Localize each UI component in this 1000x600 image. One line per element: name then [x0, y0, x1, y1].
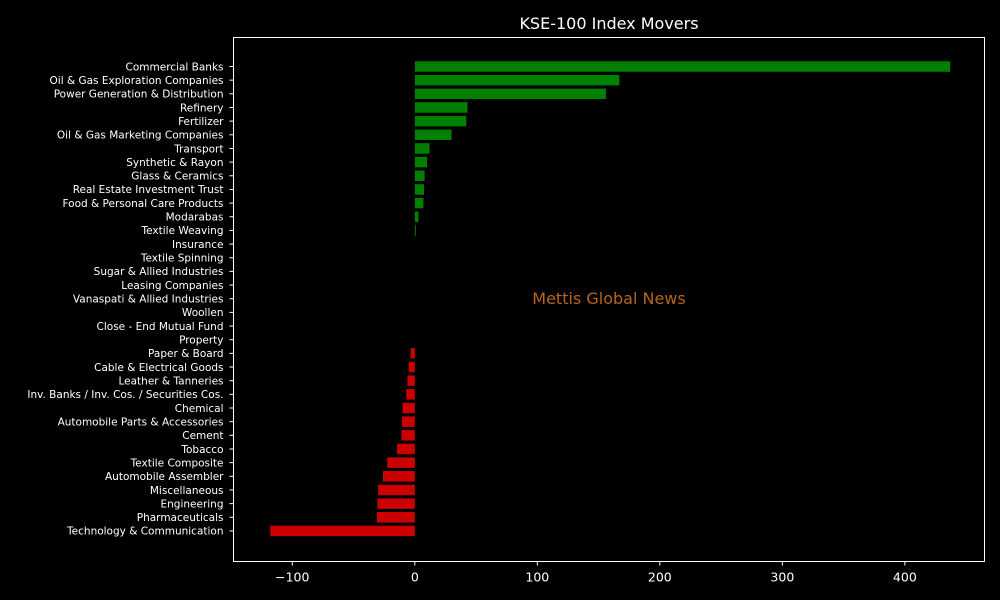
- category-label: Close - End Mutual Fund: [97, 321, 224, 333]
- bar: [410, 348, 415, 359]
- category-label: Oil & Gas Exploration Companies: [50, 75, 224, 87]
- category-label: Automobile Parts & Accessories: [58, 416, 224, 428]
- bar: [377, 498, 415, 509]
- category-label: Glass & Ceramics: [131, 171, 223, 183]
- x-tick-label: 200: [648, 570, 672, 585]
- category-label: Chemical: [175, 403, 224, 415]
- category-label: Textile Weaving: [141, 225, 224, 237]
- x-tick-label: −100: [275, 570, 309, 585]
- category-label: Cable & Electrical Goods: [94, 362, 223, 374]
- category-label: Paper & Board: [148, 348, 223, 360]
- category-label: Textile Composite: [130, 457, 224, 469]
- bar: [414, 129, 452, 141]
- category-label: Miscellaneous: [150, 485, 224, 497]
- category-label: Sugar & Allied Industries: [94, 266, 224, 278]
- bars-group: [270, 61, 951, 537]
- bar: [414, 184, 425, 195]
- category-label: Fertilizer: [178, 116, 224, 128]
- category-label: Insurance: [172, 239, 224, 251]
- category-label: Modarabas: [166, 212, 224, 224]
- bar: [382, 471, 415, 482]
- category-label: Vanaspati & Allied Industries: [73, 294, 224, 306]
- x-tick-label: 0: [411, 570, 419, 585]
- bar: [406, 389, 415, 400]
- bar: [397, 443, 415, 455]
- x-tick-label: 100: [525, 570, 549, 585]
- bar: [402, 402, 415, 414]
- category-label: Technology & Communication: [66, 526, 223, 538]
- bar: [378, 484, 415, 496]
- category-label: Food & Personal Care Products: [62, 198, 223, 210]
- category-label: Inv. Banks / Inv. Cos. / Securities Cos.: [27, 389, 223, 401]
- category-labels: Commercial Banks Oil & Gas Exploration Co…: [27, 61, 224, 537]
- bar: [408, 361, 415, 373]
- x-tick-label: 300: [770, 570, 794, 585]
- category-label: Engineering: [161, 498, 224, 510]
- bar: [387, 457, 415, 468]
- category-label: Leasing Companies: [121, 280, 223, 292]
- bar: [407, 375, 415, 386]
- bar: [414, 74, 620, 86]
- category-label: Woollen: [182, 307, 224, 319]
- category-label: Real Estate Investment Trust: [73, 184, 224, 196]
- bar: [414, 115, 467, 127]
- bar: [414, 211, 419, 223]
- category-label: Commercial Banks: [126, 61, 224, 73]
- watermark: Mettis Global News: [532, 289, 685, 308]
- category-label: Tobacco: [180, 444, 223, 456]
- category-label: Power Generation & Distribution: [54, 89, 224, 101]
- bar: [414, 88, 606, 100]
- category-label: Property: [179, 335, 223, 347]
- bar: [414, 143, 430, 154]
- bar: [270, 525, 415, 537]
- bar: [414, 102, 468, 113]
- category-label: Textile Spinning: [140, 253, 224, 265]
- bar: [414, 156, 428, 168]
- bar: [414, 197, 424, 209]
- y-axis-ticks: [229, 66, 234, 532]
- bar: [376, 512, 415, 523]
- category-label: Pharmaceuticals: [137, 512, 224, 524]
- category-label: Synthetic & Rayon: [126, 157, 223, 169]
- category-label: Cement: [182, 430, 223, 442]
- x-tick-label: 400: [893, 570, 917, 585]
- x-axis-ticks: −100 0 100 200 300 400: [275, 561, 917, 585]
- bar: [414, 61, 951, 72]
- category-label: Leather & Tanneries: [118, 375, 223, 387]
- chart-title: KSE-100 Index Movers: [519, 14, 698, 33]
- plot-frame: [233, 37, 985, 562]
- category-label: Automobile Assembler: [105, 471, 224, 483]
- category-label: Oil & Gas Marketing Companies: [57, 130, 224, 142]
- category-label: Transport: [173, 143, 223, 155]
- category-label: Refinery: [180, 102, 224, 114]
- bar: [401, 430, 415, 441]
- bar: [414, 170, 425, 182]
- bar: [401, 416, 415, 427]
- bar: [414, 225, 416, 236]
